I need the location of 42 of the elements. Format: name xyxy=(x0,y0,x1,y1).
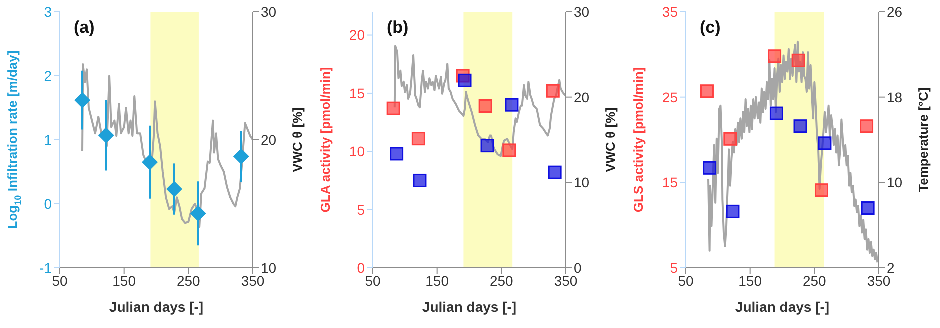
x-tick-label: 250 xyxy=(802,272,827,289)
y-tick-label: 0 xyxy=(44,196,52,212)
y-tick-label: 15 xyxy=(349,85,366,102)
y-tick-label: 35 xyxy=(662,4,678,20)
x-tick-label: 150 xyxy=(112,272,136,289)
x-tick-label: 250 xyxy=(490,272,514,289)
x-tick-label: 50 xyxy=(365,272,381,289)
y2-axis-title: VWC θ [%] xyxy=(290,108,306,172)
y2-axis-title: Temperature [°C] xyxy=(916,88,932,192)
chart-title: (c) xyxy=(700,18,721,38)
chart-title: (b) xyxy=(387,18,409,38)
y-tick-label: 5 xyxy=(670,260,678,276)
x-axis-title: Julian days [-] xyxy=(735,299,830,315)
y2-tick-label: 30 xyxy=(261,4,277,20)
y-tick-label: 25 xyxy=(662,89,678,106)
y2-tick-label: 10 xyxy=(574,174,590,191)
y-tick-label: 0 xyxy=(357,260,366,276)
y2-tick-label: 26 xyxy=(887,4,903,20)
y2-tick-label: 30 xyxy=(574,4,590,20)
y-axis-title: GLS activity [pmol/min] xyxy=(631,67,646,213)
y-tick-label: 1 xyxy=(44,132,52,148)
y2-tick-label: 18 xyxy=(887,89,903,106)
y-tick-label: 2 xyxy=(44,68,52,84)
x-tick-label: 250 xyxy=(176,272,201,289)
x-tick-label: 150 xyxy=(738,272,762,289)
y-axis-title: GLA activity [pmol/min] xyxy=(318,67,334,213)
y2-tick-label: 20 xyxy=(574,89,590,106)
x-tick-label: 150 xyxy=(426,272,450,289)
y-tick-label: 3 xyxy=(44,4,52,20)
y-tick-label: 20 xyxy=(349,27,366,44)
x-tick-label: 50 xyxy=(52,272,68,289)
y2-axis-title: VWC θ [%] xyxy=(603,108,618,172)
x-axis-title: Julian days [-] xyxy=(109,299,204,315)
y-tick-label: 15 xyxy=(662,174,678,191)
y-tick-label: -1 xyxy=(40,260,52,276)
x-axis-title: Julian days [-] xyxy=(422,299,517,315)
y2-tick-label: 10 xyxy=(887,174,903,191)
y-tick-label: 10 xyxy=(349,144,366,160)
x-tick-label: 50 xyxy=(678,272,694,289)
y2-tick-label: 20 xyxy=(261,132,277,148)
y-tick-label: 5 xyxy=(357,202,366,218)
chart-title: (a) xyxy=(74,18,95,38)
